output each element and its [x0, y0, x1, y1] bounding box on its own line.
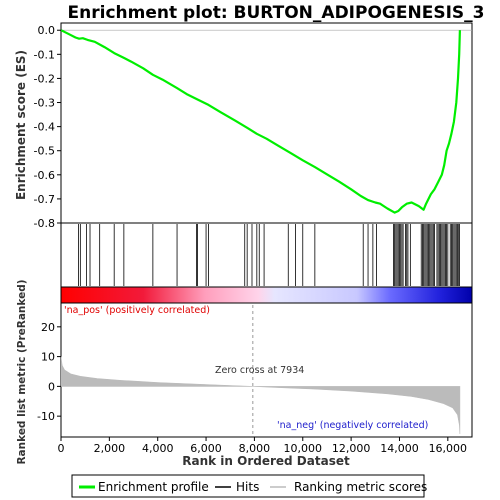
x-tick-label: 12,000	[332, 442, 371, 455]
na-neg-label: 'na_neg' (negatively correlated)	[277, 420, 428, 431]
es-tick-label: -0.3	[34, 97, 55, 110]
legend: Enrichment profile Hits Ranking metric s…	[71, 474, 427, 498]
zero-cross-label: Zero cross at 7934	[215, 365, 304, 376]
es-tick-label: -0.2	[34, 72, 55, 85]
metric-tick-label: 0	[48, 380, 55, 393]
na-pos-label: 'na_pos' (positively correlated)	[64, 305, 210, 316]
x-tick-label: 2,000	[94, 442, 126, 455]
enrichment-profile-line	[61, 29, 461, 214]
metric-tick-label: 10	[41, 351, 55, 364]
es-axis-title: Enrichment score (ES)	[14, 50, 28, 200]
es-tick-label: -0.5	[34, 145, 55, 158]
x-tick-label: 6,000	[190, 442, 222, 455]
x-tick-label: 4,000	[142, 442, 174, 455]
metric-axis-title: Ranked list metric (PreRanked)	[16, 279, 28, 464]
x-tick-label: 14,000	[380, 442, 419, 455]
es-tick-label: -0.1	[34, 48, 55, 61]
rank-color-bar	[60, 286, 473, 304]
x-tick-label: 10,000	[284, 442, 323, 455]
chart-title: Enrichment plot: BURTON_ADIPOGENESIS_3	[68, 3, 485, 23]
metric-tick-label: -10	[37, 410, 55, 423]
es-tick-label: -0.8	[34, 217, 55, 230]
metric-panel	[60, 302, 473, 438]
metric-tick-label: 20	[41, 321, 55, 334]
es-tick-label: -0.4	[34, 121, 55, 134]
legend-es-label: Enrichment profile	[98, 480, 209, 494]
legend-hits-label: Hits	[236, 480, 259, 494]
x-tick-label: 0	[58, 442, 65, 455]
es-panel	[60, 22, 473, 224]
es-tick-label: -0.6	[34, 169, 55, 182]
legend-metric-label: Ranking metric scores	[294, 480, 427, 494]
x-tick-label: 16,000	[429, 442, 468, 455]
x-tick-label: 8,000	[239, 442, 271, 455]
hits-panel	[60, 222, 473, 288]
ranking-metric-area	[61, 356, 461, 435]
es-tick-label: -0.7	[34, 193, 55, 206]
es-tick-label: 0.0	[38, 24, 56, 37]
x-axis-title: Rank in Ordered Dataset	[182, 454, 350, 468]
